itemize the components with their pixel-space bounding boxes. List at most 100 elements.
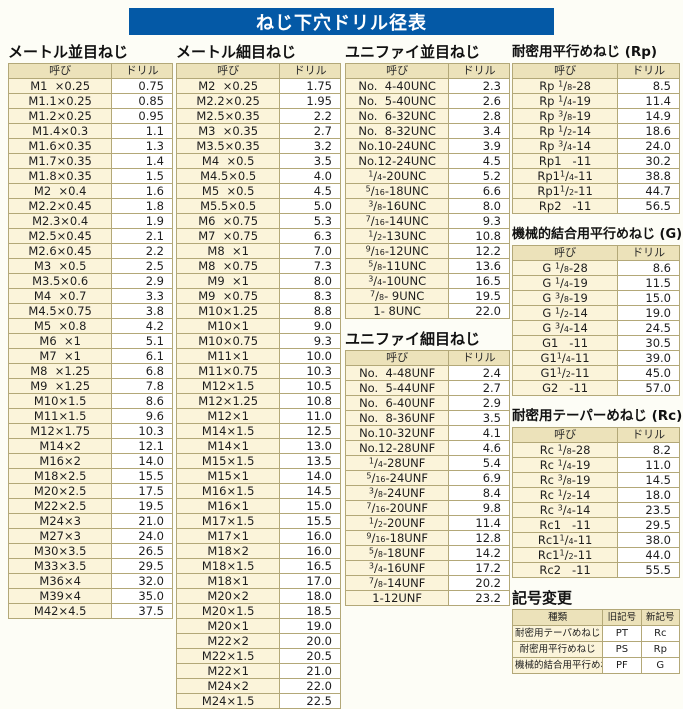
thread-designation-cell: M1.8×0.35 — [7, 168, 113, 184]
table-row: M1 ×0.25 0.75 — [7, 78, 173, 94]
drill-diameter-cell: 10.8 — [279, 393, 341, 409]
thread-designation-cell: Rp 1/4-19 — [511, 93, 619, 109]
thread-designation-cell: G 3/8-19 — [511, 290, 619, 306]
drill-diameter-cell: 2.1 — [111, 228, 173, 244]
table-row: Rc 1/8-28 8.2 — [511, 442, 680, 458]
table-row: G11/2-11 45.0 — [511, 365, 680, 381]
table-row: Rp 3/4-14 24.0 — [511, 138, 680, 154]
drill-diameter-cell: 2.8 — [448, 108, 510, 124]
thread-designation-cell: No. 8-32UNC — [344, 123, 450, 139]
thread-designation-cell: M2.2×0.45 — [7, 198, 113, 214]
section-heading-symbol-change: 記号変更 — [512, 589, 573, 607]
thread-designation-cell: Rp11/2-11 — [511, 183, 619, 199]
drill-diameter-cell: 12.2 — [448, 243, 510, 259]
table-row: M12×1 11.0 — [175, 408, 341, 424]
thread-designation-cell: No.10-24UNC — [344, 138, 450, 154]
thread-designation-cell: M42×4.5 — [7, 603, 113, 619]
drill-diameter-cell: 29.5 — [617, 517, 680, 533]
thread-designation-cell: 1/4-28UNF — [344, 455, 450, 471]
drill-diameter-cell: 2.2 — [279, 108, 341, 124]
drill-diameter-cell: 17.5 — [111, 483, 173, 499]
drill-diameter-cell: 16.0 — [279, 528, 341, 544]
table-row: G 3/8-19 15.0 — [511, 290, 680, 306]
table-row: 5/16-24UNF 6.9 — [344, 470, 510, 486]
new-symbol-cell: Rp — [640, 641, 681, 658]
drill-diameter-cell: 7.3 — [279, 258, 341, 274]
thread-designation-cell: 3/4-10UNC — [344, 273, 450, 289]
drill-diameter-cell: 1.3 — [111, 138, 173, 154]
drill-diameter-cell: 8.5 — [617, 78, 680, 94]
thread-designation-cell: M6 ×1 — [7, 333, 113, 349]
thread-designation-cell: M22×2.5 — [7, 498, 113, 514]
drill-diameter-cell: 11.0 — [279, 408, 341, 424]
thread-designation-cell: M12×1.5 — [175, 378, 281, 394]
table-row: 5/16-18UNC 6.6 — [344, 183, 510, 199]
table-row: M2.2×0.45 1.8 — [7, 198, 173, 214]
thread-designation-cell: G1 -11 — [511, 335, 619, 351]
thread-kind-cell: 耐密用テーパめねじ — [511, 625, 604, 642]
thread-designation-cell: No. 5-44UNF — [344, 380, 450, 396]
section-spacer — [512, 214, 680, 226]
drill-diameter-cell: 8.6 — [617, 260, 680, 276]
table-row: M10×1.25 8.8 — [175, 303, 341, 319]
thread-designation-cell: M18×1.5 — [175, 558, 281, 574]
thread-designation-cell: M2.5×0.35 — [175, 108, 281, 124]
drill-diameter-cell: 2.7 — [448, 380, 510, 396]
drill-diameter-cell: 2.7 — [279, 123, 341, 139]
table-row: M20×1.5 18.5 — [175, 603, 341, 619]
drill-diameter-cell: 9.0 — [279, 318, 341, 334]
thread-designation-cell: M1.1×0.25 — [7, 93, 113, 109]
column-header-drill: ドリル — [617, 245, 680, 261]
drill-diameter-cell: 0.75 — [111, 78, 173, 94]
table-row: M8 ×1.25 6.8 — [7, 363, 173, 379]
table-row: No.10-32UNF 4.1 — [344, 425, 510, 441]
table-header-row: 呼び ドリル — [511, 63, 680, 79]
thread-designation-cell: M20×2.5 — [7, 483, 113, 499]
table-body: M1 ×0.25 0.75 M1.1×0.25 0.85 M1.2×0.25 0.95 M1… — [7, 78, 173, 619]
table-row: No. 8-36UNF 3.5 — [344, 410, 510, 426]
section-heading-rp: 耐密用平行めねじ (Rp) — [512, 44, 658, 60]
thread-kind-cell: 耐密用平行めねじ — [511, 641, 604, 658]
table-row: M36×4 32.0 — [7, 573, 173, 589]
drill-diameter-cell: 12.1 — [111, 438, 173, 454]
thread-designation-cell: M12×1 — [175, 408, 281, 424]
table-row: M14×1 13.0 — [175, 438, 341, 454]
drill-diameter-cell: 3.5 — [279, 153, 341, 169]
section-heading-g: 機械的結合用平行めねじ (G) — [512, 227, 683, 242]
thread-designation-cell: 1/2-13UNC — [344, 228, 450, 244]
table-row: M39×4 35.0 — [7, 588, 173, 604]
drill-diameter-cell: 8.3 — [279, 288, 341, 304]
table-body: G 1/8-28 8.6 G 1/4-19 11.5 G 3/8-19 15.0 G 1/2… — [511, 260, 680, 396]
thread-designation-cell: M10×0.75 — [175, 333, 281, 349]
table-row: M3.5×0.35 3.2 — [175, 138, 341, 154]
drill-diameter-cell: 15.5 — [111, 468, 173, 484]
table-row: No. 4-40UNC 2.3 — [344, 78, 510, 94]
table-row: Rp 3/8-19 14.9 — [511, 108, 680, 124]
drill-diameter-cell: 10.3 — [279, 363, 341, 379]
table-row: Rc2 -11 55.5 — [511, 562, 680, 578]
thread-designation-cell: 7/16-14UNC — [344, 213, 450, 229]
table-row: M12×1.5 10.5 — [175, 378, 341, 394]
drill-diameter-cell: 1.95 — [279, 93, 341, 109]
drill-diameter-cell: 23.2 — [448, 590, 510, 606]
thread-designation-cell: Rp 3/8-19 — [511, 108, 619, 124]
table-body: 耐密用テーパめねじPTRc耐密用平行めねじPSRp機械的結合用平行めねじPFG — [511, 625, 681, 674]
drill-diameter-cell: 13.6 — [448, 258, 510, 274]
column-header-kind: 種類 — [511, 609, 604, 626]
drill-diameter-cell: 13.0 — [279, 438, 341, 454]
drill-diameter-cell: 5.2 — [448, 168, 510, 184]
table-row: No.12-28UNF 4.6 — [344, 440, 510, 456]
thread-designation-cell: 7/8-14UNF — [344, 575, 450, 591]
table-header-row: 呼び ドリル — [511, 245, 680, 261]
column-header-new-symbol: 新記号 — [640, 609, 681, 626]
column-header-drill: ドリル — [279, 63, 341, 79]
table-row: M33×3.5 29.5 — [7, 558, 173, 574]
new-symbol-cell: G — [640, 657, 681, 674]
thread-designation-cell: M39×4 — [7, 588, 113, 604]
column-header-drill: ドリル — [111, 63, 173, 79]
thread-designation-cell: M10×1 — [175, 318, 281, 334]
drill-diameter-cell: 37.5 — [111, 603, 173, 619]
column-metric-coarse: メートル並目ねじ 呼び ドリル M1 ×0.25 0.75 M1.1×0.25 0.8… — [7, 44, 173, 619]
thread-designation-cell: Rp1 -11 — [511, 153, 619, 169]
table-header-row: 呼び ドリル — [7, 63, 173, 79]
